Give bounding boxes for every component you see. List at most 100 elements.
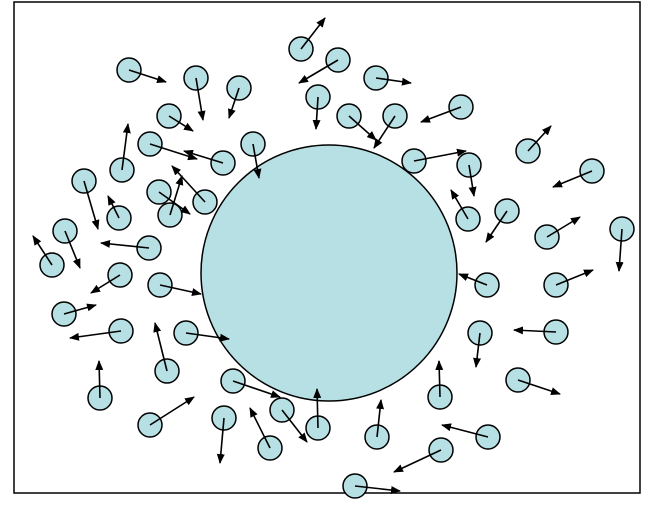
- arrow-icon: [513, 326, 557, 335]
- particle-8: [336, 103, 377, 141]
- arrow-icon: [450, 189, 469, 220]
- arrow-icon: [128, 69, 167, 84]
- particle-47: [364, 399, 390, 450]
- particle-32: [90, 262, 133, 294]
- arrow-icon: [373, 115, 396, 149]
- arrow-icon: [32, 235, 53, 266]
- particle-17: [456, 152, 482, 197]
- small-particles: [32, 17, 635, 499]
- arrow-icon: [313, 388, 322, 429]
- arrow-icon: [473, 332, 482, 368]
- particle-11: [156, 103, 194, 132]
- arrow-icon: [281, 409, 308, 443]
- arrow-icon: [159, 284, 202, 296]
- arrow-icon: [413, 148, 467, 162]
- arrow-icon: [169, 175, 184, 216]
- arrow-icon: [185, 332, 230, 342]
- particle-6: [363, 65, 412, 91]
- particle-18: [515, 125, 552, 164]
- particle-26: [485, 198, 520, 243]
- particle-34: [147, 272, 202, 298]
- arrow-icon: [216, 417, 225, 464]
- arrow-icon: [95, 360, 104, 399]
- arrow-icon: [195, 77, 206, 121]
- arrow-icon: [615, 228, 624, 272]
- arrow-icon: [168, 115, 194, 132]
- particle-35: [69, 318, 134, 344]
- arrow-icon: [107, 195, 120, 219]
- particle-42: [467, 320, 493, 368]
- arrow-icon: [552, 170, 593, 188]
- particle-46: [393, 437, 454, 473]
- arrow-icon: [183, 149, 224, 164]
- arrow-icon: [354, 485, 401, 494]
- arrow-icon: [420, 106, 462, 123]
- arrow-icon: [90, 274, 121, 294]
- arrow-icon: [149, 396, 195, 426]
- arrow-icon: [517, 379, 561, 395]
- particle-4: [288, 17, 326, 62]
- arrow-icon: [298, 59, 339, 84]
- particle-41: [513, 319, 569, 345]
- particle-14: [183, 149, 236, 176]
- particle-12: [109, 123, 135, 183]
- arrow-icon: [527, 125, 552, 152]
- arrow-icon: [249, 407, 271, 449]
- particle-29: [52, 218, 81, 269]
- arrow-icon: [458, 273, 488, 286]
- circle-icon: [51, 301, 77, 327]
- particle-31: [100, 235, 162, 261]
- particle-53: [220, 368, 281, 398]
- large-particle: [200, 144, 458, 402]
- arrow-icon: [121, 123, 131, 171]
- arrow-icon: [393, 449, 442, 473]
- particle-15: [240, 131, 266, 179]
- particle-10: [420, 94, 474, 123]
- particle-24: [171, 165, 218, 215]
- particle-21: [106, 195, 132, 231]
- particle-38: [87, 360, 113, 411]
- particle-51: [249, 407, 283, 461]
- particle-16: [401, 148, 467, 174]
- particle-43: [505, 367, 561, 395]
- arrow-icon: [312, 96, 321, 130]
- arrow-icon: [441, 423, 489, 438]
- arrow-icon: [64, 230, 81, 269]
- particle-44: [427, 360, 453, 410]
- particle-20: [71, 168, 100, 230]
- arrow-icon: [546, 216, 581, 238]
- arrow-icon: [348, 115, 377, 141]
- arrow-icon: [63, 303, 97, 315]
- particle-49: [305, 388, 331, 441]
- particle-25: [450, 189, 481, 232]
- particle-39: [458, 272, 500, 298]
- arrow-icon: [375, 77, 412, 86]
- particle-9: [373, 103, 408, 149]
- particle-30: [32, 235, 65, 278]
- arrow-icon: [300, 17, 326, 50]
- arrow-icon: [228, 87, 240, 119]
- particle-23: [157, 175, 184, 228]
- particle-52: [211, 405, 237, 464]
- particle-7: [305, 84, 331, 130]
- particle-2: [183, 65, 209, 121]
- particle-33: [51, 301, 97, 327]
- particle-1: [116, 57, 167, 84]
- particle-19: [552, 158, 605, 188]
- particle-5: [298, 47, 351, 84]
- particle-37: [153, 322, 180, 384]
- particle-45: [441, 423, 501, 450]
- particle-36: [173, 320, 230, 346]
- arrow-icon: [555, 269, 594, 286]
- particle-27: [534, 216, 581, 250]
- arrow-icon: [232, 380, 281, 398]
- arrow-icon: [376, 399, 385, 438]
- arrow-icon: [100, 239, 150, 249]
- particle-54: [137, 396, 195, 438]
- particle-48: [342, 473, 401, 499]
- arrow-icon: [83, 180, 100, 230]
- particle-40: [543, 269, 594, 298]
- arrow-icon: [485, 210, 508, 243]
